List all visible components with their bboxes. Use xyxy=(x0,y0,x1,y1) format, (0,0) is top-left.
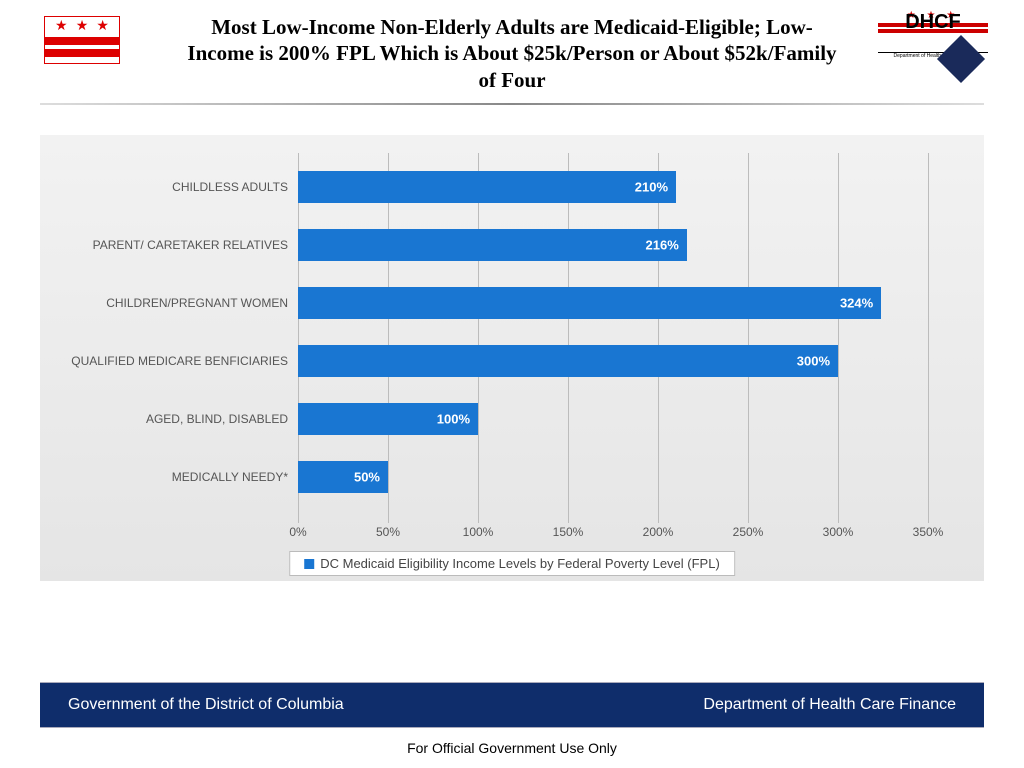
bar: 100% xyxy=(298,403,478,435)
bar: 300% xyxy=(298,345,838,377)
footer-right: Department of Health Care Finance xyxy=(703,696,956,714)
dc-flag-logo: ★ ★ ★ xyxy=(44,16,120,64)
bar-value-label: 210% xyxy=(635,179,668,194)
category-label: QUALIFIED MEDICARE BENFICIARIES xyxy=(68,354,298,368)
bar-row: MEDICALLY NEEDY*50% xyxy=(298,461,388,493)
x-tick-label: 50% xyxy=(376,525,400,539)
x-tick-label: 250% xyxy=(733,525,764,539)
footer-bar: Government of the District of Columbia D… xyxy=(40,682,984,728)
category-label: PARENT/ CARETAKER RELATIVES xyxy=(68,238,298,252)
x-tick-label: 200% xyxy=(643,525,674,539)
bar-value-label: 50% xyxy=(354,469,380,484)
page-title: Most Low-Income Non-Elderly Adults are M… xyxy=(40,10,984,103)
bar: 324% xyxy=(298,287,881,319)
x-tick-label: 300% xyxy=(823,525,854,539)
category-label: AGED, BLIND, DISABLED xyxy=(68,412,298,426)
x-tick-label: 150% xyxy=(553,525,584,539)
gridline xyxy=(748,153,749,523)
bar-row: PARENT/ CARETAKER RELATIVES216% xyxy=(298,229,687,261)
legend-text: DC Medicaid Eligibility Income Levels by… xyxy=(320,556,720,571)
bar-value-label: 324% xyxy=(840,295,873,310)
bar-value-label: 300% xyxy=(797,353,830,368)
footer-note: For Official Government Use Only xyxy=(0,740,1024,756)
gridline xyxy=(658,153,659,523)
bar-value-label: 100% xyxy=(437,411,470,426)
gridline xyxy=(928,153,929,523)
star-icon: ★ xyxy=(76,18,89,32)
gridline xyxy=(568,153,569,523)
footer-left: Government of the District of Columbia xyxy=(68,696,344,714)
legend-swatch xyxy=(304,559,314,569)
x-tick-label: 0% xyxy=(289,525,306,539)
bar-row: CHILDLESS ADULTS210% xyxy=(298,171,676,203)
divider xyxy=(40,103,984,105)
category-label: MEDICALLY NEEDY* xyxy=(68,470,298,484)
star-icon: ★ xyxy=(96,18,109,32)
bar-row: AGED, BLIND, DISABLED100% xyxy=(298,403,478,435)
star-icon: ★ xyxy=(55,18,68,32)
dhcf-logo: ★ ★ ★ DHCF Department of Health Care Fin… xyxy=(878,10,988,76)
gridline xyxy=(478,153,479,523)
legend: DC Medicaid Eligibility Income Levels by… xyxy=(289,551,735,576)
bar-value-label: 216% xyxy=(646,237,679,252)
chart-container: 0% 50% 100% 150% 200% 250% 300% 350% CHILDLESS A… xyxy=(40,135,984,581)
dhcf-logo-text: DHCF xyxy=(905,11,961,34)
bar: 210% xyxy=(298,171,676,203)
bar: 216% xyxy=(298,229,687,261)
gridline xyxy=(388,153,389,523)
gridline xyxy=(838,153,839,523)
category-label: CHILDREN/PREGNANT WOMEN xyxy=(68,296,298,310)
bar-row: QUALIFIED MEDICARE BENFICIARIES300% xyxy=(298,345,838,377)
category-label: CHILDLESS ADULTS xyxy=(68,180,298,194)
bar-row: CHILDREN/PREGNANT WOMEN324% xyxy=(298,287,881,319)
bar: 50% xyxy=(298,461,388,493)
x-tick-label: 100% xyxy=(463,525,494,539)
x-tick-label: 350% xyxy=(913,525,944,539)
